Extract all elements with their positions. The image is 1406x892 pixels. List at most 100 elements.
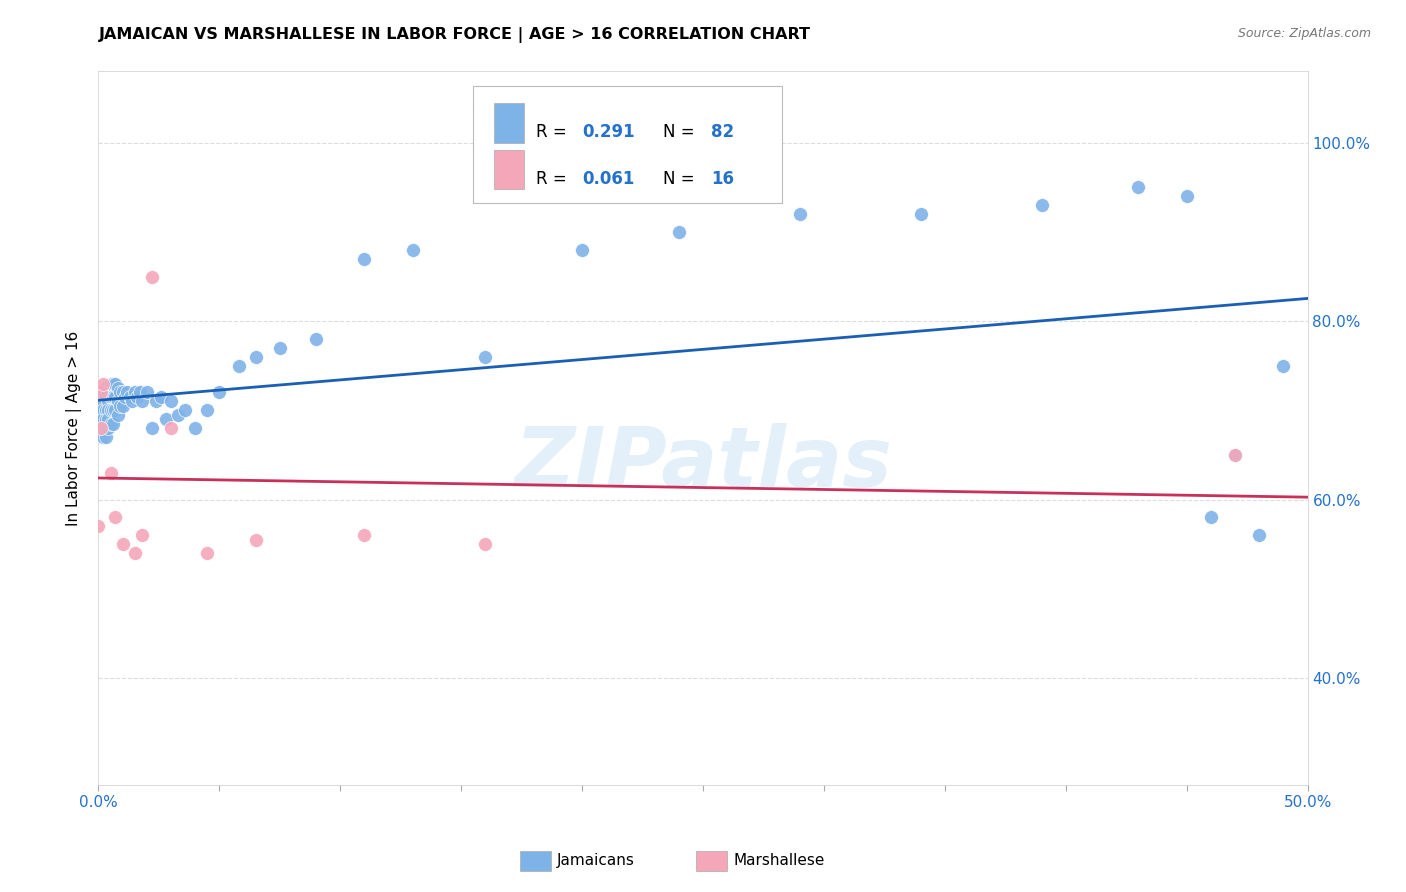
Point — [114, 390, 136, 404]
Point — [87, 403, 110, 417]
Point — [90, 408, 112, 422]
Point — [90, 403, 112, 417]
Point — [101, 417, 124, 431]
Point — [145, 394, 167, 409]
FancyBboxPatch shape — [474, 86, 782, 203]
Point — [131, 528, 153, 542]
Point — [97, 412, 120, 426]
Point — [100, 466, 122, 480]
Point — [789, 207, 811, 221]
Point — [1272, 359, 1295, 373]
Point — [100, 403, 122, 417]
Point — [121, 394, 143, 409]
Point — [101, 390, 124, 404]
Point — [94, 430, 117, 444]
Point — [108, 385, 131, 400]
Point — [245, 533, 267, 547]
Point — [353, 528, 375, 542]
Text: Jamaicans: Jamaicans — [557, 854, 634, 868]
Point — [100, 390, 122, 404]
Point — [87, 519, 110, 533]
Text: JAMAICAN VS MARSHALLESE IN LABOR FORCE | AGE > 16 CORRELATION CHART: JAMAICAN VS MARSHALLESE IN LABOR FORCE |… — [98, 27, 810, 43]
Point — [124, 546, 146, 560]
Point — [118, 390, 141, 404]
Point — [402, 243, 425, 257]
Point — [141, 421, 163, 435]
Point — [141, 269, 163, 284]
Text: 82: 82 — [711, 123, 734, 142]
Point — [117, 385, 139, 400]
Point — [131, 394, 153, 409]
Point — [160, 421, 183, 435]
Point — [474, 537, 496, 551]
Point — [104, 510, 127, 524]
Point — [208, 385, 231, 400]
Point — [91, 376, 114, 391]
Point — [184, 421, 207, 435]
Point — [90, 385, 112, 400]
Text: N =: N = — [664, 169, 700, 188]
Point — [1031, 198, 1053, 212]
Point — [91, 430, 114, 444]
Point — [305, 332, 328, 346]
Point — [128, 385, 150, 400]
Text: ZIPatlas: ZIPatlas — [515, 424, 891, 504]
Point — [104, 376, 127, 391]
Y-axis label: In Labor Force | Age > 16: In Labor Force | Age > 16 — [66, 331, 83, 525]
Text: 0.061: 0.061 — [582, 169, 634, 188]
Text: 16: 16 — [711, 169, 734, 188]
Point — [668, 225, 690, 239]
Point — [135, 385, 157, 400]
Point — [100, 376, 122, 391]
Point — [91, 394, 114, 409]
Point — [87, 412, 110, 426]
Point — [104, 403, 127, 417]
Point — [90, 421, 112, 435]
Text: N =: N = — [664, 123, 700, 142]
Point — [111, 385, 134, 400]
Point — [90, 390, 112, 404]
Point — [91, 412, 114, 426]
Text: 0.291: 0.291 — [582, 123, 634, 142]
Point — [101, 376, 124, 391]
Point — [1223, 448, 1246, 462]
Point — [910, 207, 932, 221]
Point — [97, 385, 120, 400]
Point — [353, 252, 375, 266]
Point — [1199, 510, 1222, 524]
Point — [101, 403, 124, 417]
Point — [94, 421, 117, 435]
Point — [1175, 189, 1198, 203]
Point — [474, 350, 496, 364]
Point — [1223, 448, 1246, 462]
Text: Marshallese: Marshallese — [734, 854, 825, 868]
Point — [150, 390, 173, 404]
Point — [111, 537, 134, 551]
Point — [90, 417, 112, 431]
Point — [111, 399, 134, 413]
Point — [90, 412, 112, 426]
Point — [91, 385, 114, 400]
Point — [94, 381, 117, 395]
Point — [91, 421, 114, 435]
Point — [90, 421, 112, 435]
Point — [94, 403, 117, 417]
Point — [107, 381, 129, 395]
Bar — [494, 150, 524, 189]
Text: Source: ZipAtlas.com: Source: ZipAtlas.com — [1237, 27, 1371, 40]
Point — [97, 403, 120, 417]
Point — [160, 394, 183, 409]
Point — [571, 243, 593, 257]
Point — [97, 394, 120, 409]
Point — [269, 341, 291, 355]
Point — [104, 390, 127, 404]
Point — [195, 546, 218, 560]
Bar — [494, 103, 524, 143]
Point — [167, 408, 190, 422]
Point — [108, 399, 131, 413]
Point — [90, 399, 112, 413]
Point — [1249, 528, 1271, 542]
Point — [195, 403, 218, 417]
Point — [97, 421, 120, 435]
Point — [94, 390, 117, 404]
